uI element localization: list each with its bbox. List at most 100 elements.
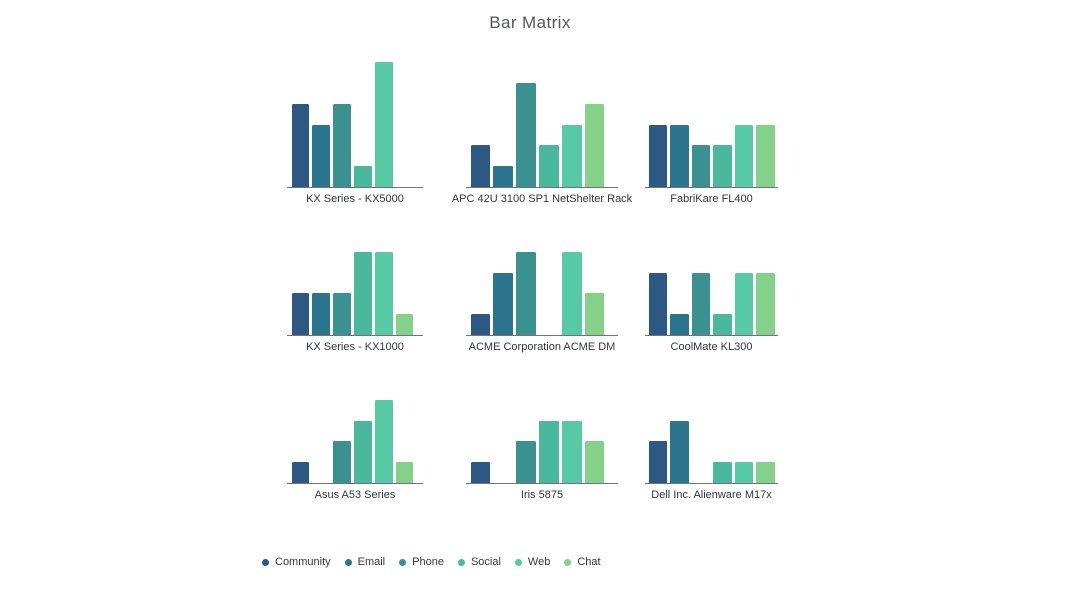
bar-web[interactable] bbox=[734, 273, 753, 335]
bar-chat[interactable] bbox=[395, 462, 414, 483]
bar-community[interactable] bbox=[291, 104, 310, 187]
bar-slot-community bbox=[470, 354, 491, 483]
legend-label: Chat bbox=[577, 556, 601, 568]
bar-chat[interactable] bbox=[756, 125, 775, 187]
legend-item-web[interactable]: Web bbox=[514, 555, 550, 569]
bar-slot-community bbox=[291, 354, 310, 483]
bar-social[interactable] bbox=[353, 421, 372, 483]
bar-community[interactable] bbox=[648, 125, 667, 187]
bar-chat[interactable] bbox=[584, 441, 605, 483]
bar-slot-phone bbox=[516, 354, 536, 483]
legend-item-chat[interactable]: Chat bbox=[564, 555, 601, 569]
mini-chart-7: Asus A53 Series bbox=[287, 354, 423, 501]
bar-social[interactable] bbox=[538, 145, 559, 187]
web-dot-icon bbox=[514, 558, 522, 566]
bar-chat[interactable] bbox=[756, 273, 775, 335]
bar-email[interactable] bbox=[312, 293, 331, 335]
legend-label: Community bbox=[275, 556, 331, 568]
bar-slot-social bbox=[538, 354, 559, 483]
bar-email[interactable] bbox=[493, 273, 514, 335]
bar-slot-web bbox=[734, 354, 753, 483]
bar-social[interactable] bbox=[353, 252, 372, 335]
bar-community[interactable] bbox=[291, 293, 310, 335]
mini-chart-label: KX Series - KX1000 bbox=[306, 341, 404, 353]
plot-area bbox=[645, 58, 778, 188]
bar-community[interactable] bbox=[470, 462, 491, 483]
bar-phone[interactable] bbox=[516, 83, 536, 187]
mini-chart-9: Dell Inc. Alienware M17x bbox=[645, 354, 778, 501]
mini-chart-label: Iris 5875 bbox=[520, 489, 564, 501]
bar-community[interactable] bbox=[648, 273, 667, 335]
bar-email[interactable] bbox=[670, 125, 689, 187]
bar-web[interactable] bbox=[561, 125, 582, 187]
bar-community[interactable] bbox=[470, 314, 491, 335]
bar-community[interactable] bbox=[470, 145, 491, 187]
bar-web[interactable] bbox=[561, 252, 582, 335]
bar-email[interactable] bbox=[670, 314, 689, 335]
bar-slot-social bbox=[353, 206, 372, 335]
bar-phone[interactable] bbox=[691, 273, 710, 335]
bar-email[interactable] bbox=[493, 166, 514, 187]
mini-chart-label: Asus A53 Series bbox=[314, 489, 396, 501]
bar-slot-phone bbox=[516, 206, 536, 335]
bar-community[interactable] bbox=[648, 441, 667, 483]
bar-slot-social bbox=[713, 58, 732, 187]
legend-item-phone[interactable]: Phone bbox=[399, 555, 444, 569]
legend-item-community[interactable]: Community bbox=[262, 555, 331, 569]
bar-slot-phone bbox=[692, 354, 711, 483]
bar-slot-community bbox=[291, 206, 310, 335]
bar-social[interactable] bbox=[538, 421, 559, 483]
bar-slot-phone bbox=[333, 58, 351, 187]
bar-email[interactable] bbox=[670, 421, 689, 483]
mini-chart-8: Iris 5875 bbox=[466, 354, 618, 501]
bar-email[interactable] bbox=[312, 125, 331, 187]
bar-slot-phone bbox=[333, 354, 351, 483]
bar-phone[interactable] bbox=[333, 104, 351, 187]
bar-social[interactable] bbox=[713, 462, 732, 483]
bar-slot-chat bbox=[584, 354, 605, 483]
bar-slot-community bbox=[291, 58, 310, 187]
bar-phone[interactable] bbox=[516, 252, 536, 335]
bar-slot-chat bbox=[395, 206, 414, 335]
bar-social[interactable] bbox=[713, 145, 732, 187]
bar-web[interactable] bbox=[374, 400, 393, 483]
bar-slot-email bbox=[493, 206, 514, 335]
bar-social[interactable] bbox=[713, 314, 732, 335]
mini-chart-3: FabriKare FL400 bbox=[645, 58, 778, 205]
bar-slot-email bbox=[312, 354, 330, 483]
bar-chat[interactable] bbox=[756, 462, 775, 483]
bar-slot-email bbox=[670, 58, 689, 187]
plot-area bbox=[645, 354, 778, 484]
bar-web[interactable] bbox=[561, 421, 582, 483]
mini-chart-2: APC 42U 3100 SP1 NetShelter Rack bbox=[452, 58, 632, 205]
bar-slot-community bbox=[470, 206, 491, 335]
mini-chart-4: KX Series - KX1000 bbox=[287, 206, 423, 353]
bar-slot-phone bbox=[516, 58, 536, 187]
bar-slot-web bbox=[374, 206, 393, 335]
bar-slot-social bbox=[713, 354, 732, 483]
bar-slot-social bbox=[713, 206, 732, 335]
legend-item-social[interactable]: Social bbox=[457, 555, 501, 569]
bar-slot-web bbox=[374, 58, 393, 187]
bar-web[interactable] bbox=[374, 62, 393, 187]
plot-area bbox=[466, 354, 618, 484]
bar-social[interactable] bbox=[353, 166, 372, 187]
bar-community[interactable] bbox=[291, 462, 310, 483]
bar-slot-community bbox=[648, 58, 667, 187]
bar-phone[interactable] bbox=[333, 441, 351, 483]
bar-web[interactable] bbox=[734, 462, 753, 483]
phone-dot-icon bbox=[399, 558, 407, 566]
plot-area bbox=[287, 354, 423, 484]
bar-slot-phone bbox=[691, 58, 710, 187]
bar-chat[interactable] bbox=[584, 293, 605, 335]
bar-slot-email bbox=[493, 58, 514, 187]
bar-slot-web bbox=[561, 354, 582, 483]
bar-chat[interactable] bbox=[395, 314, 414, 335]
bar-phone[interactable] bbox=[333, 293, 351, 335]
bar-phone[interactable] bbox=[691, 145, 710, 187]
bar-chat[interactable] bbox=[584, 104, 605, 187]
legend-item-email[interactable]: Email bbox=[344, 555, 385, 569]
bar-phone[interactable] bbox=[516, 441, 536, 483]
bar-web[interactable] bbox=[734, 125, 753, 187]
bar-web[interactable] bbox=[374, 252, 393, 335]
